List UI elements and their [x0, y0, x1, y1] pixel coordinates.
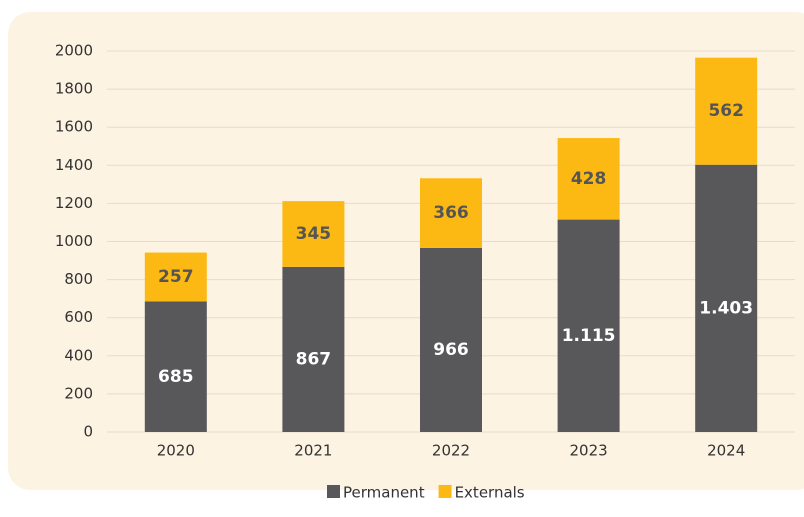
y-tick-label: 200: [64, 384, 93, 402]
data-label: 1.115: [562, 326, 616, 346]
panel: [8, 12, 804, 490]
x-tick-label: 2020: [157, 442, 195, 460]
y-tick-label: 1800: [55, 80, 93, 98]
legend-label: Permanent: [343, 484, 425, 502]
data-label: 257: [158, 267, 194, 287]
legend-swatch: [438, 485, 452, 498]
x-tick-label: 2022: [432, 442, 470, 460]
y-tick-label: 600: [64, 308, 93, 326]
bar-segment: [557, 138, 620, 220]
y-tick-label: 1400: [55, 156, 93, 174]
legend-swatch: [327, 485, 340, 498]
bar-segment: [282, 201, 345, 267]
bar-segment: [420, 247, 482, 432]
data-label: 345: [296, 224, 332, 244]
bar-segment: [420, 178, 482, 248]
data-label: 685: [158, 367, 194, 387]
x-tick-label: 2024: [707, 442, 745, 460]
y-tick-label: 800: [64, 270, 93, 288]
legend-label: Externals: [455, 484, 525, 502]
y-tick-label: 1200: [55, 194, 93, 212]
x-tick-label: 2023: [570, 442, 608, 460]
data-label: 366: [433, 203, 469, 223]
bar-segment: [144, 252, 207, 302]
y-tick-label: 1600: [55, 118, 93, 136]
data-label: 562: [708, 101, 744, 121]
y-tick-label: 2000: [55, 42, 93, 60]
bar-segment: [282, 266, 345, 432]
x-tick-label: 2021: [294, 442, 332, 460]
data-label: 867: [296, 349, 332, 369]
data-label: 1.403: [699, 298, 753, 318]
bar-segment: [695, 57, 758, 165]
bar-segment: [695, 164, 758, 432]
data-label: 966: [433, 340, 469, 360]
y-tick-label: 0: [83, 423, 93, 441]
data-label: 428: [571, 169, 607, 189]
y-tick-label: 1000: [55, 232, 93, 250]
bar-segment: [144, 301, 207, 432]
bar-segment: [557, 219, 620, 432]
y-tick-label: 400: [64, 346, 93, 364]
